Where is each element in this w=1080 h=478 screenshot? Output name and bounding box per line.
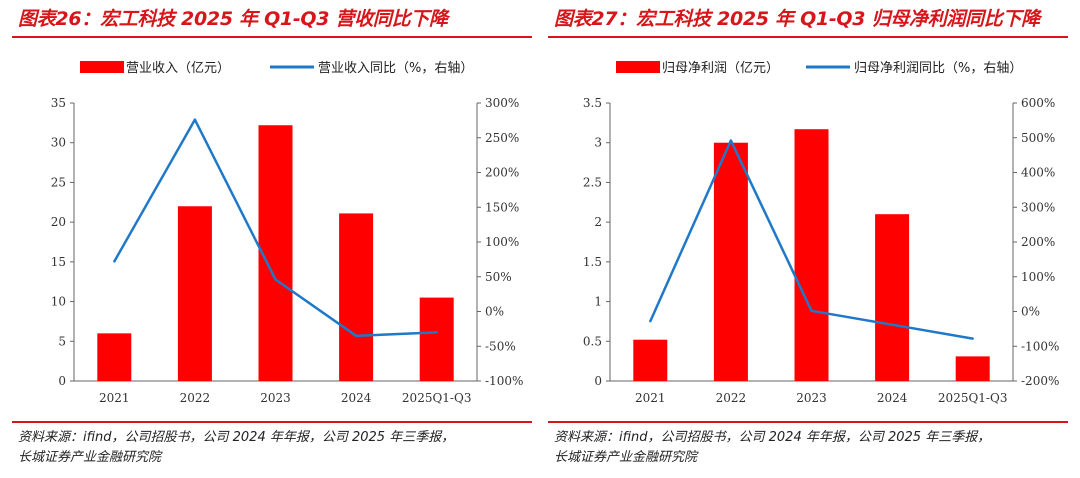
- bar-2025Q1-Q3: [419, 297, 454, 381]
- legend-label-line: 营业收入同比（%，右轴）: [318, 61, 473, 76]
- source-line-2: 长城证券产业金融研究院: [18, 450, 162, 465]
- y-right-tick-label: 0%: [485, 305, 504, 319]
- y-right-tick-label: 300%: [1021, 200, 1055, 214]
- legend-label-bar: 营业收入（亿元）: [126, 61, 230, 76]
- yoy-point-2024: [354, 334, 358, 338]
- yoy-point-2021: [649, 320, 652, 323]
- yoy-point-2022: [193, 118, 197, 121]
- net-profit-chart: 归母净利润（亿元） 归母净利润同比（%，右轴） 0 0.5 1 1.5 2 2.5 3 3.5 -2…: [583, 61, 1059, 405]
- x-tick-label: 2023: [260, 391, 291, 405]
- yoy-point-2024: [890, 323, 894, 326]
- bar-2023: [794, 129, 829, 381]
- y-right-tick-label: 100%: [1021, 270, 1055, 284]
- y-right-tick-label: 200%: [1021, 235, 1055, 249]
- yoy-point-2025Q1-Q3: [435, 331, 438, 334]
- title-rule: [12, 36, 532, 38]
- source-note: 资料来源：ifind，公司招股书，公司 2024 年年报，公司 2025 年三季…: [18, 428, 454, 468]
- source-rule: [12, 421, 532, 423]
- x-tick-label: 2025Q1-Q3: [938, 391, 1008, 405]
- chart-panel-net-profit: 图表27：宏工科技 2025 年 Q1-Q3 归母净利润同比下降 归母净利润（亿…: [548, 0, 1078, 478]
- source-line-1: 资料来源：ifind，公司招股书，公司 2024 年年报，公司 2025 年三季…: [554, 430, 991, 445]
- yoy-point-2022: [729, 139, 733, 142]
- y-right-tick-label: -100%: [1021, 339, 1059, 353]
- y-right-tick-label: 150%: [485, 200, 519, 214]
- y-right-tick-label: 200%: [485, 166, 519, 180]
- y-right-tick-label: 50%: [485, 270, 512, 284]
- x-tick-label: 2025Q1-Q3: [402, 391, 472, 405]
- y-right-tick-label: -100%: [485, 374, 523, 388]
- source-line-1: 资料来源：ifind，公司招股书，公司 2024 年年报，公司 2025 年三季…: [18, 430, 455, 445]
- yoy-point-2023: [274, 278, 277, 281]
- bar-2022: [177, 206, 212, 381]
- source-line-2: 长城证券产业金融研究院: [554, 450, 698, 465]
- y-left-tick-label: 0: [594, 374, 602, 388]
- yoy-point-2025Q1-Q3: [971, 337, 974, 340]
- x-tick-label: 2024: [877, 391, 908, 405]
- bar-2024: [875, 214, 910, 381]
- x-tick-label: 2022: [180, 391, 211, 405]
- y-left-tick-label: 1: [594, 295, 602, 309]
- chart-title: 图表27：宏工科技 2025 年 Q1-Q3 归母净利润同比下降: [554, 8, 1040, 30]
- y-right-tick-label: -50%: [485, 339, 516, 353]
- y-right-tick-label: 500%: [1021, 131, 1055, 145]
- bar-2024: [339, 213, 374, 381]
- source-note: 资料来源：ifind，公司招股书，公司 2024 年年报，公司 2025 年三季…: [554, 428, 990, 468]
- y-left-tick-label: 0.5: [583, 334, 602, 348]
- y-left-tick-label: 0: [58, 374, 66, 388]
- x-tick-label: 2021: [635, 391, 666, 405]
- source-rule: [548, 421, 1068, 423]
- y-left-tick-label: 2: [594, 215, 602, 229]
- y-left-tick-label: 30: [51, 136, 66, 150]
- bar-2021: [97, 333, 132, 381]
- x-tick-label: 2023: [796, 391, 827, 405]
- y-right-tick-label: 600%: [1021, 96, 1055, 110]
- y-left-tick-label: 15: [51, 255, 66, 269]
- yoy-point-2021: [113, 260, 116, 263]
- revenue-chart: 营业收入（亿元） 营业收入同比（%，右轴） 0 5 10 15 20 25 30 35 -100% -…: [51, 61, 523, 405]
- y-right-tick-label: 400%: [1021, 166, 1055, 180]
- y-right-tick-label: 0%: [1021, 305, 1040, 319]
- y-right-tick-label: 100%: [485, 235, 519, 249]
- bar-2023: [258, 125, 293, 382]
- chart-title: 图表26：宏工科技 2025 年 Q1-Q3 营收同比下降: [18, 8, 448, 30]
- bar-2025Q1-Q3: [955, 356, 990, 381]
- y-left-tick-label: 25: [51, 175, 66, 189]
- legend-label-line: 归母净利润同比（%，右轴）: [854, 61, 1022, 76]
- y-left-tick-label: 10: [51, 295, 66, 309]
- y-left-tick-label: 3: [594, 136, 602, 150]
- legend-bar-swatch: [616, 61, 660, 73]
- legend-label-bar: 归母净利润（亿元）: [662, 61, 779, 76]
- y-left-tick-label: 35: [51, 96, 66, 110]
- y-right-tick-label: -200%: [1021, 374, 1059, 388]
- yoy-point-2023: [810, 309, 813, 313]
- y-left-tick-label: 2.5: [583, 175, 602, 189]
- x-tick-label: 2021: [99, 391, 130, 405]
- title-rule: [548, 36, 1068, 38]
- y-left-tick-label: 1.5: [583, 255, 602, 269]
- y-left-tick-label: 5: [58, 334, 66, 348]
- bar-2022: [713, 142, 748, 381]
- y-right-tick-label: 250%: [485, 131, 519, 145]
- x-tick-label: 2022: [716, 391, 747, 405]
- y-right-tick-label: 300%: [485, 96, 519, 110]
- legend-bar-swatch: [80, 61, 124, 73]
- x-tick-label: 2024: [341, 391, 372, 405]
- y-left-tick-label: 3.5: [583, 96, 602, 110]
- bar-2021: [633, 339, 668, 381]
- chart-panel-revenue: 图表26：宏工科技 2025 年 Q1-Q3 营收同比下降 营业收入（亿元） 营业…: [12, 0, 542, 478]
- y-left-tick-label: 20: [51, 215, 66, 229]
